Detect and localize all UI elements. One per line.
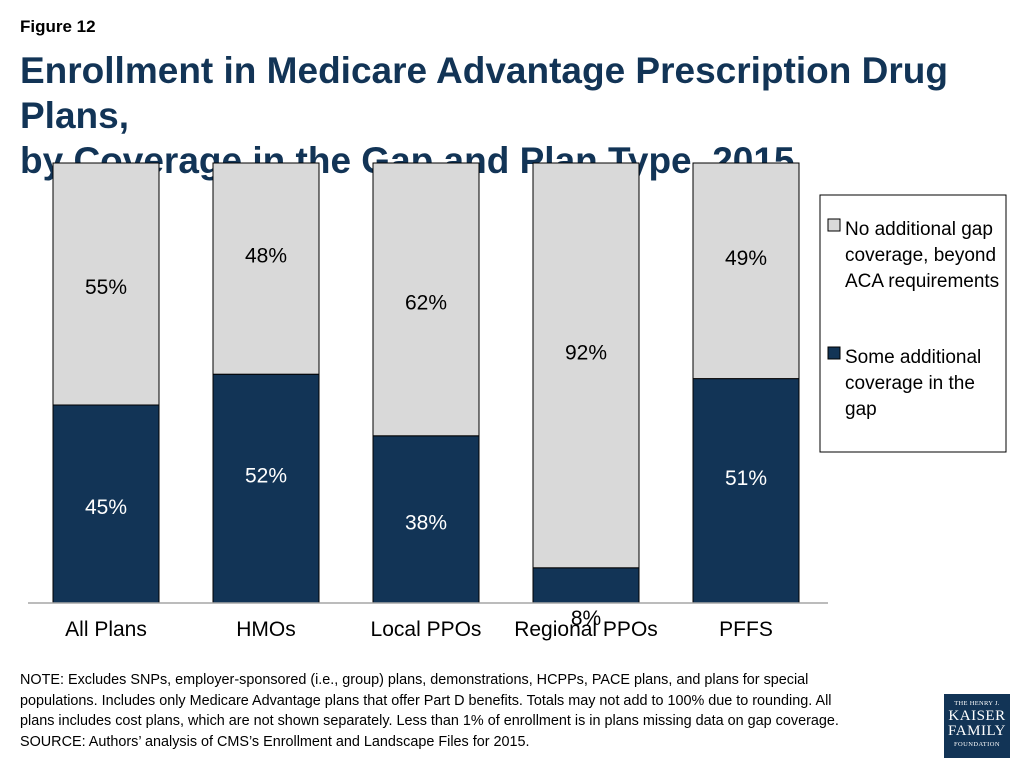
x-tick-label-all-plans: All Plans (65, 618, 147, 641)
logo-line-1: THE HENRY J. (954, 700, 1000, 707)
x-tick-label-pffs: PFFS (719, 618, 773, 641)
legend-label-some-coverage-line-1: Some additional (845, 347, 981, 368)
x-tick-label-regional-ppos: Regional PPOs (514, 618, 658, 641)
data-label-local-ppos-some-coverage: 38% (405, 511, 447, 534)
x-tick-label-local-ppos: Local PPOs (371, 618, 482, 641)
logo-line-2: KAISER (948, 708, 1006, 724)
data-label-pffs-some-coverage: 51% (725, 467, 767, 490)
stacked-bar-chart: 45% 55% All Plans 52% 48% HMOs 38% 62% Local PPO… (28, 162, 1007, 641)
legend-label-no-coverage-line-1: No additional gap (845, 219, 993, 240)
data-label-hmos-some-coverage: 52% (245, 465, 287, 488)
legend-label-some-coverage-line-3: gap (845, 399, 877, 420)
logo-line-4: FOUNDATION (954, 741, 1000, 748)
bar-local-ppos-some-coverage (372, 435, 480, 604)
bar-hmos-no-coverage (212, 162, 320, 375)
legend-swatch-some-coverage (827, 346, 841, 360)
data-label-regional-ppos-some-coverage: 8% (571, 607, 601, 630)
bar-all-plans-no-coverage (52, 162, 160, 406)
data-label-all-plans-no-coverage: 55% (85, 276, 127, 299)
legend-box (819, 194, 1007, 453)
chart-title-line-1: Enrollment in Medicare Advantage Prescri… (20, 50, 948, 136)
bar-pffs-no-coverage (692, 162, 800, 380)
data-label-local-ppos-no-coverage: 62% (405, 291, 447, 314)
note-line-2: populations. Includes only Medicare Adva… (20, 692, 832, 709)
bar-all-plans-some-coverage (52, 404, 160, 604)
source-line: SOURCE: Authors’ analysis of CMS’s Enrol… (20, 733, 530, 750)
note-line-1: NOTE: Excludes SNPs, employer-sponsored … (20, 672, 809, 688)
note-line-3: plans includes cost plans, which are not… (20, 713, 839, 729)
data-label-pffs-no-coverage: 49% (725, 247, 767, 270)
bar-local-ppos-no-coverage (372, 162, 480, 437)
legend-label-no-coverage-line-2: coverage, beyond (845, 245, 996, 266)
data-label-all-plans-some-coverage: 45% (85, 496, 127, 519)
chart-note: NOTE: Excludes SNPs, employer-sponsored … (20, 670, 925, 752)
data-label-hmos-no-coverage: 48% (245, 245, 287, 268)
legend-label-some-coverage-line-2: coverage in the (845, 373, 975, 394)
bar-regional-ppos-no-coverage (532, 162, 640, 569)
bar-regional-ppos-some-coverage (532, 567, 640, 604)
data-label-regional-ppos-no-coverage: 92% (565, 341, 607, 364)
x-tick-label-hmos: HMOs (236, 618, 296, 641)
logo-line-3: FAMILY (948, 723, 1006, 739)
bar-hmos-some-coverage (212, 373, 320, 604)
kff-logo: THE HENRY J. KAISER FAMILY FOUNDATION (944, 694, 1010, 758)
legend-label-no-coverage-line-3: ACA requirements (845, 271, 999, 292)
figure-label: Figure 12 (20, 17, 96, 36)
legend-swatch-no-coverage (827, 218, 841, 232)
bar-pffs-some-coverage (692, 378, 800, 604)
